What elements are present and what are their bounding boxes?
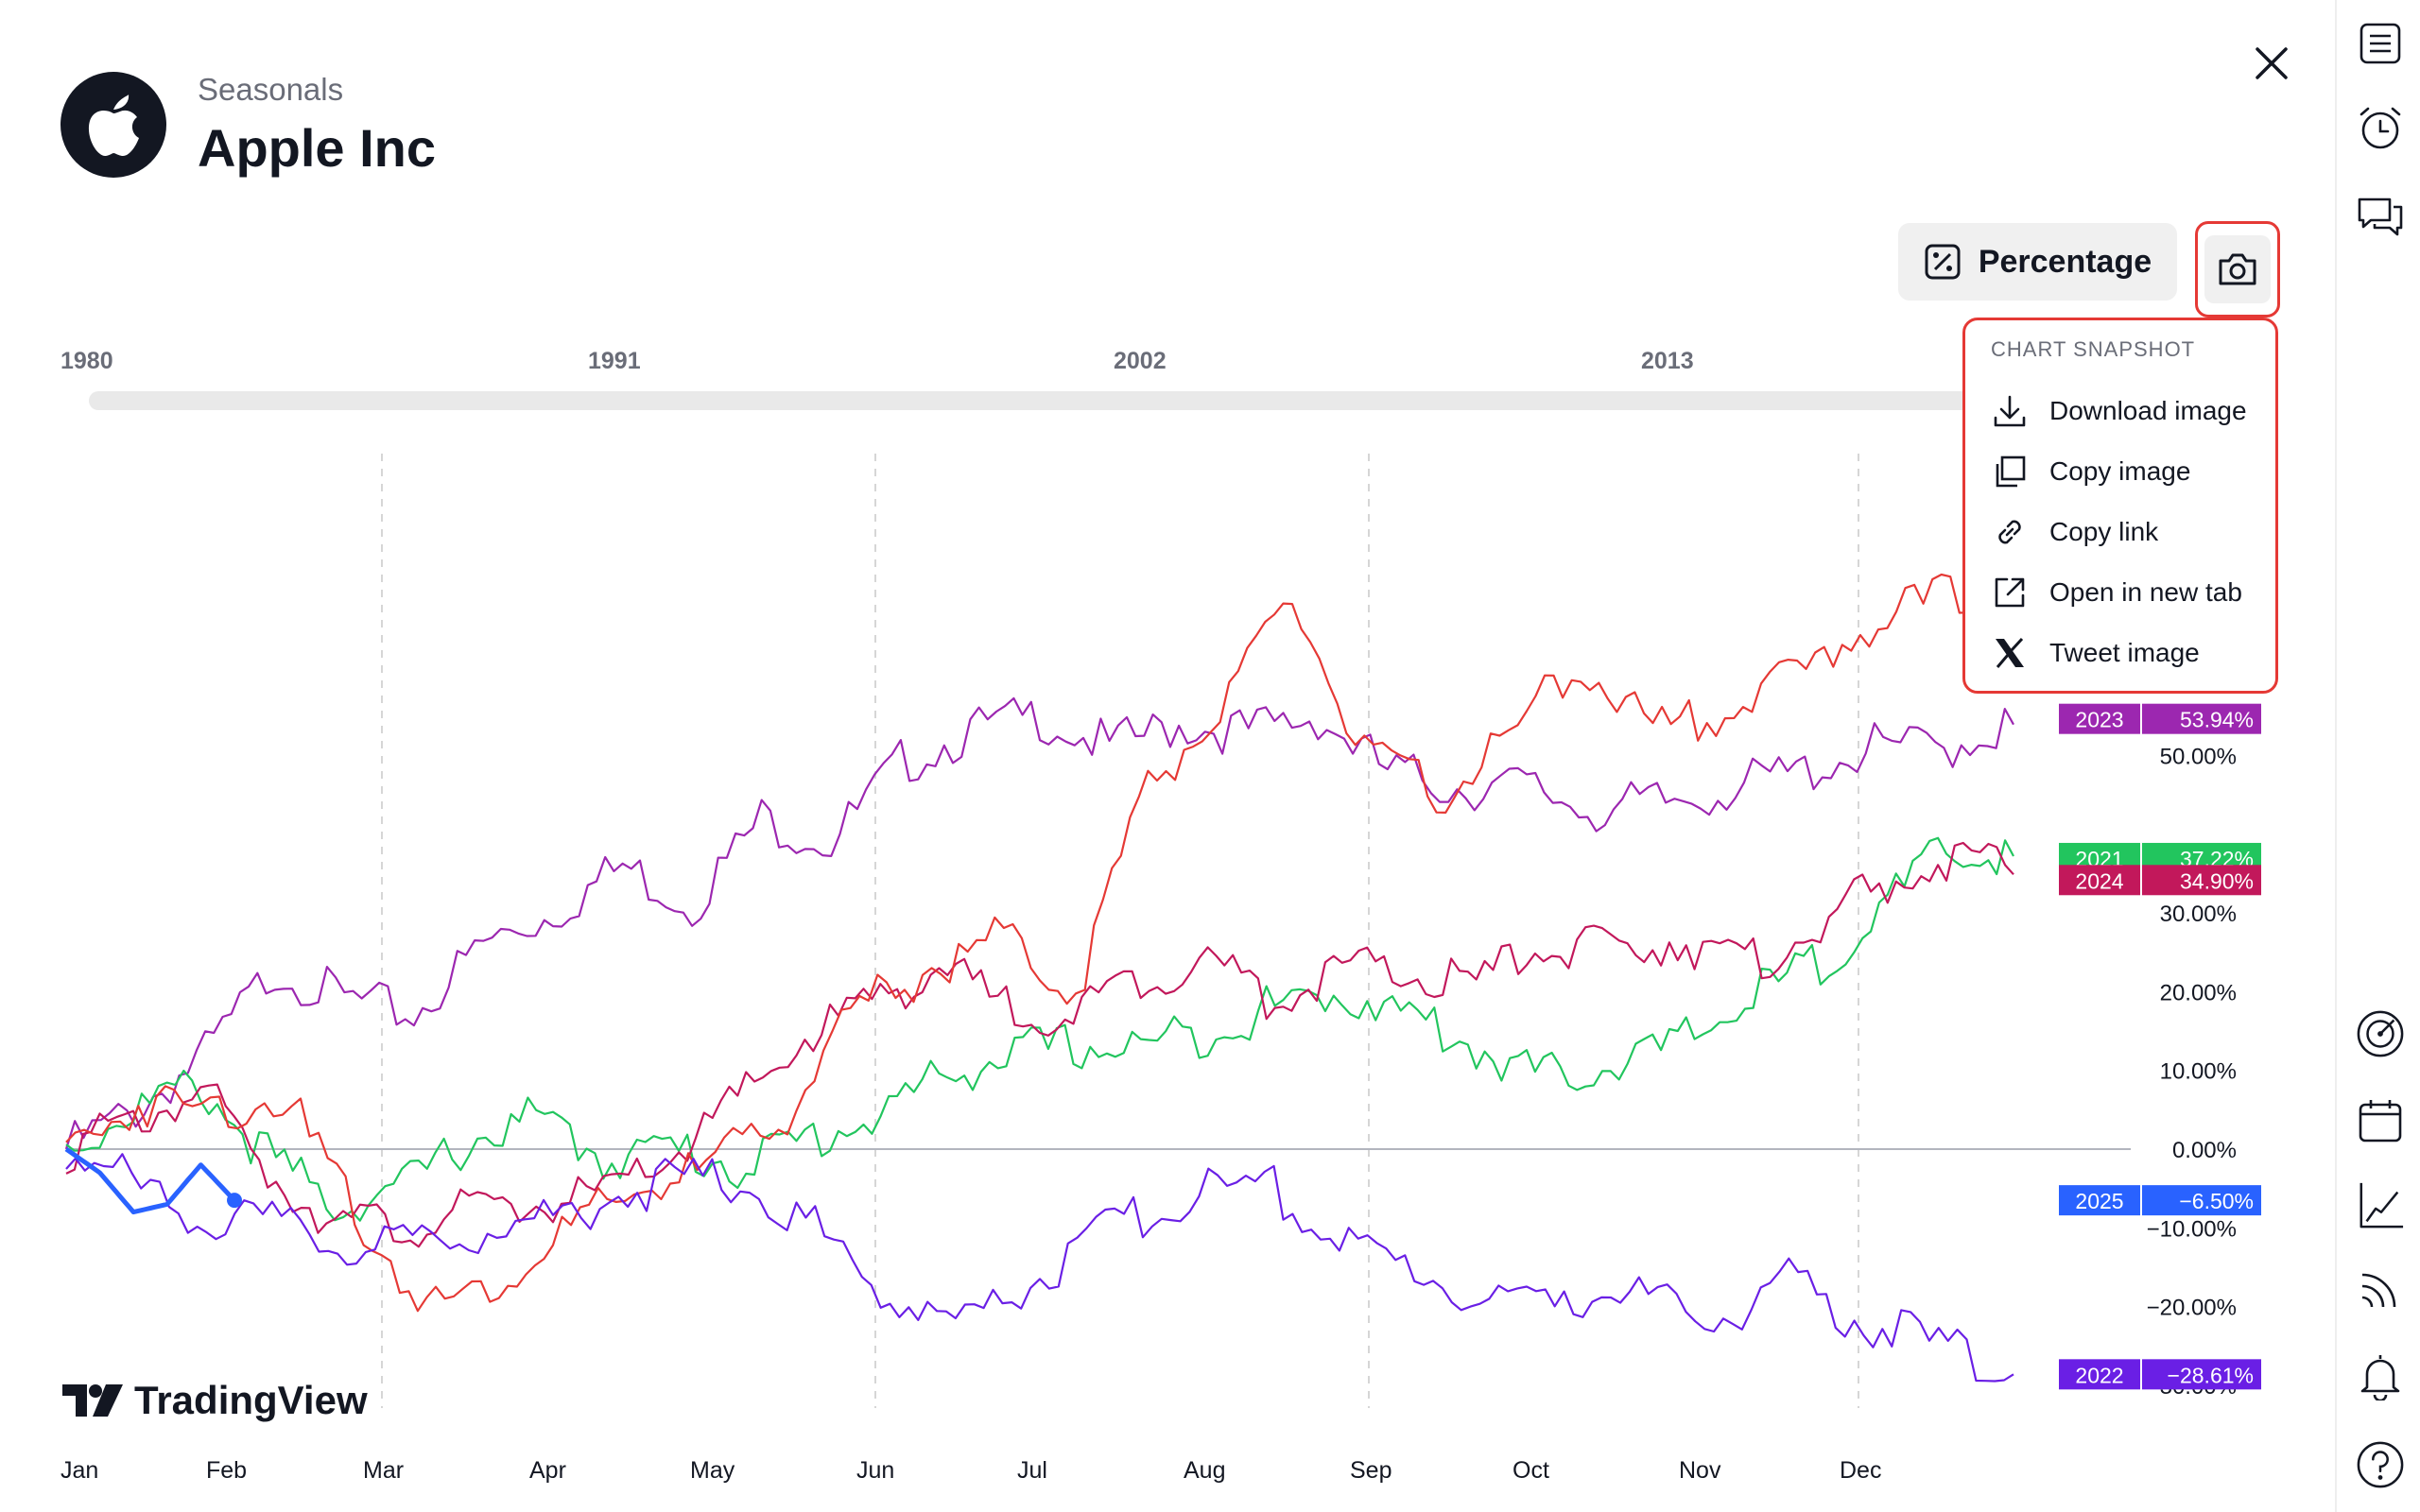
link-icon [1991,513,2029,551]
x-tick-label: Jan [60,1457,98,1484]
feed-icon[interactable] [2356,1264,2405,1314]
copy-icon [1991,453,2029,490]
x-tick-label: May [690,1457,735,1484]
series-year-label: 2023 [2075,708,2123,732]
x-tick-label: Jun [856,1457,894,1484]
open-new-tab-item[interactable]: Open in new tab [1965,562,2275,623]
y-tick-label: 20.00% [2160,980,2237,1005]
y-tick-label: 10.00% [2160,1059,2237,1085]
range-year-label: 2013 [1641,348,1694,374]
percent-icon [1925,244,1961,280]
series-year-label: 2022 [2075,1363,2123,1387]
menu-item-label: Tweet image [2049,638,2200,667]
series-line [65,573,2015,1313]
external-link-icon [1991,574,2029,611]
menu-item-label: Download image [2049,396,2247,425]
y-tick-label: −20.00% [2147,1296,2237,1321]
y-tick-label: 30.00% [2160,902,2237,927]
range-year-label: 1991 [588,348,641,374]
menu-item-label: Copy image [2049,456,2191,486]
menu-item-label: Copy link [2049,517,2159,546]
camera-icon [2219,253,2256,285]
alarm-icon[interactable] [2356,104,2405,153]
snapshot-button[interactable] [2195,221,2280,318]
x-tick-label: Oct [1512,1457,1549,1484]
series-line-2024 [65,841,2014,1248]
seasonals-chart: 50.00% 30.00% 20.00% 10.00% 0.00% −10.00% −20.… [60,454,2261,1484]
menu-item-label: Open in new tab [2049,577,2242,607]
series-value-badge [2142,1185,2261,1216]
series-year-label: 2024 [2075,868,2123,893]
bell-icon[interactable] [2356,1351,2405,1400]
range-year-label: 2002 [1114,348,1167,374]
tweet-image-item[interactable]: Tweet image [1965,623,2275,683]
x-tick-label: Dec [1840,1457,1881,1484]
x-tick-label: Mar [363,1457,404,1484]
calendar-icon[interactable] [2356,1096,2405,1145]
chart-snapshot-menu: CHART SNAPSHOT Download image Copy image… [1962,318,2278,694]
copy-image-item[interactable]: Copy image [1965,441,2275,502]
range-scrollbar[interactable] [89,391,1979,410]
chart-tool-icon[interactable] [2356,1181,2405,1230]
x-tick-label: Jul [1017,1457,1047,1484]
x-tick-label: Apr [529,1457,566,1484]
copy-link-item[interactable]: Copy link [1965,502,2275,562]
menu-heading: CHART SNAPSHOT [1991,337,2196,361]
series-line-2021 [65,836,2014,1222]
percentage-label: Percentage [1978,243,2152,280]
y-tick-label: −10.00% [2147,1216,2237,1242]
series-value-label: 53.94% [2180,708,2254,732]
tradingview-logo: TradingView [62,1378,368,1423]
series-year-badge [2059,865,2140,896]
series-year-label: 2025 [2075,1189,2123,1213]
seasonals-panel: Seasonals Apple Inc Percentage 1980 1991… [60,42,2293,1484]
close-button[interactable] [2250,42,2293,85]
menu-icon[interactable] [2356,19,2405,68]
series-value-label: −28.61% [2168,1363,2254,1387]
series-value-label: −6.50% [2179,1189,2254,1213]
download-icon [1991,392,2029,430]
series-line-2023 [64,696,2014,1150]
x-tick-label: Nov [1679,1457,1721,1484]
series-value-label: 34.90% [2180,868,2254,893]
apple-logo [60,72,166,178]
y-tick-label: 0.00% [2172,1138,2237,1163]
range-year-label: 1980 [60,348,113,374]
y-tick-label: 50.00% [2160,745,2237,770]
target-icon[interactable] [2356,1009,2405,1058]
series-year-badge [2059,703,2140,734]
close-icon [2256,47,2288,79]
x-tick-label: Feb [206,1457,247,1484]
series-value-badge [2142,865,2261,896]
series-year-badge [2059,1185,2140,1216]
help-icon[interactable] [2356,1440,2405,1489]
x-tick-label: Aug [1184,1457,1225,1484]
series-line-2025 [64,1146,236,1215]
x-tick-label: Sep [1350,1457,1392,1484]
brand-name: TradingView [134,1378,368,1422]
percentage-toggle-button[interactable]: Percentage [1898,223,2177,301]
series-value-badge [2142,703,2261,734]
chat-icon[interactable] [2356,194,2405,243]
series-endpoint-2025 [227,1193,242,1209]
download-image-item[interactable]: Download image [1965,381,2275,441]
page-subtitle: Seasonals [198,72,344,107]
x-logo-icon [1991,634,2029,672]
series-value-badge [2142,1359,2261,1390]
right-sidebar [2335,0,2420,1512]
series-year-badge [2059,1359,2140,1390]
series-line-2022 [65,1153,2014,1383]
tradingview-mark-icon [62,1384,123,1417]
page-title: Apple Inc [198,118,437,178]
